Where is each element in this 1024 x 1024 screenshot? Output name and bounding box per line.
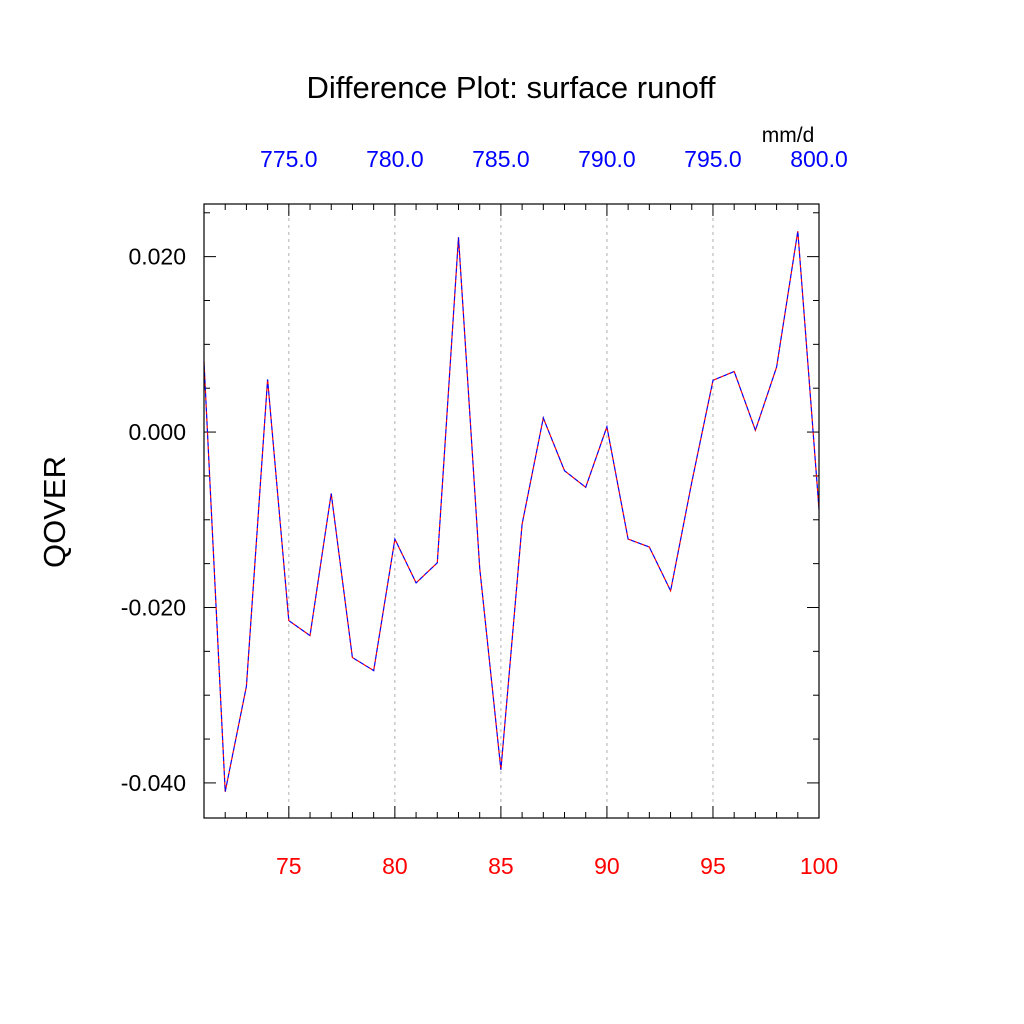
y-axis-label: QOVER xyxy=(37,456,72,568)
x-tick-label-top: 775.0 xyxy=(260,146,318,172)
x-tick-label-bottom: 85 xyxy=(488,853,514,879)
x-tick-label-top: 780.0 xyxy=(366,146,424,172)
x-tick-label-top: 785.0 xyxy=(472,146,530,172)
y-tick-label: 0.000 xyxy=(128,419,186,445)
x-tick-label-bottom: 95 xyxy=(700,853,726,879)
y-tick-label: 0.020 xyxy=(128,244,186,270)
series-line-1 xyxy=(203,231,820,792)
axis-ticks xyxy=(203,204,820,818)
x-tick-label-bottom: 75 xyxy=(276,853,302,879)
y-tick-label: -0.020 xyxy=(121,594,186,620)
x-tick-label-bottom: 100 xyxy=(800,853,838,879)
x-tick-label-bottom: 90 xyxy=(594,853,620,879)
units-label: mm/d xyxy=(762,124,815,147)
series-lines xyxy=(203,231,820,792)
x-tick-label-top: 795.0 xyxy=(684,146,742,172)
x-tick-label-top: 800.0 xyxy=(790,146,848,172)
grid-lines xyxy=(288,204,714,818)
x-tick-label-bottom: 80 xyxy=(382,853,408,879)
y-tick-label: -0.040 xyxy=(121,770,186,796)
series-line-2 xyxy=(203,231,820,792)
x-tick-label-top: 790.0 xyxy=(578,146,636,172)
plot-frame xyxy=(203,203,820,819)
tick-labels: 75 80 85 90 95 100 775.0 780.0 785.0 790.0 795.0 80… xyxy=(121,146,848,879)
chart-title: Difference Plot: surface runoff xyxy=(307,70,716,105)
